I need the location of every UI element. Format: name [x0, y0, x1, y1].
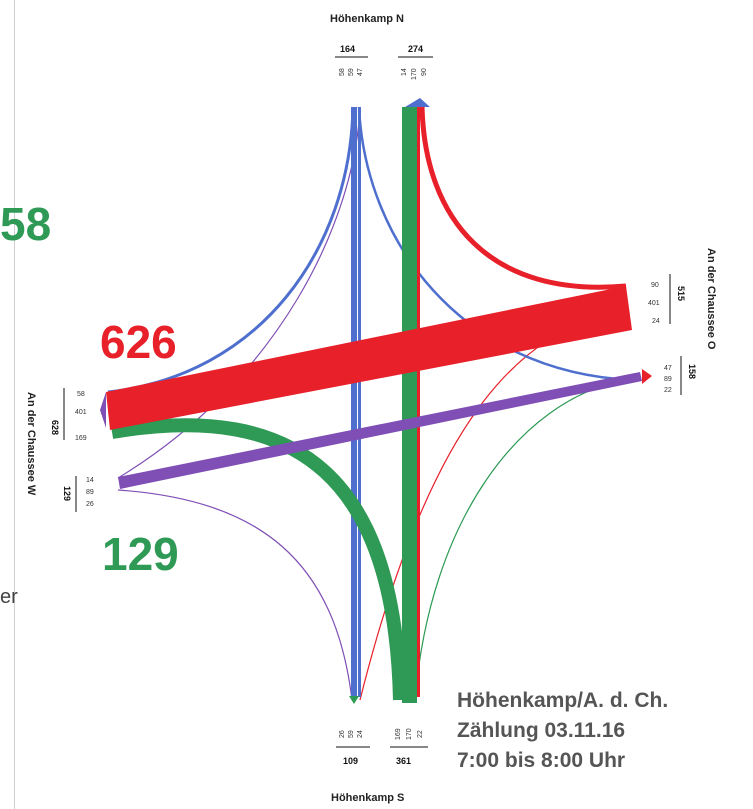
west-values: 58 401 169 628 14 89 26 129 [50, 388, 94, 512]
west-top-value-3: 169 [75, 435, 87, 442]
east-bottom-value-3: 22 [664, 387, 672, 394]
flow-bar-blue-vertical [351, 107, 357, 697]
north-left-value-3: 47 [357, 68, 364, 76]
flow-curve-green-big [110, 418, 407, 701]
east-total-top: 515 [676, 286, 686, 301]
north-left-values: 58 59 47 [339, 68, 364, 76]
south-left-value-3: 24 [357, 730, 364, 738]
flow-arrow-purple-east [642, 369, 652, 384]
info-count-date: Zählung 03.11.16 [457, 719, 626, 742]
west-top-value-2: 401 [75, 409, 87, 416]
road-label-north: Höhenkamp N [330, 13, 404, 25]
west-bottom-value-2: 89 [86, 489, 94, 496]
flow-arrow-blue-north [405, 98, 430, 107]
south-right-value-2: 170 [406, 728, 413, 740]
south-right-value-1: 169 [395, 728, 402, 740]
flow-band-purple [118, 372, 642, 489]
south-left-values: 26 59 24 [339, 730, 364, 738]
north-right-values: 14 170 90 [401, 68, 428, 80]
east-top-value-1: 90 [651, 282, 659, 289]
west-bottom-value-1: 14 [86, 477, 94, 484]
west-bottom-value-3: 26 [86, 501, 94, 508]
flow-bar-blue-vertical-2 [358, 107, 361, 697]
big-label-green-partial: 58 [0, 198, 51, 250]
north-total-right: 274 [408, 44, 423, 54]
flow-arrow-purple-west [100, 392, 106, 428]
flow-bar-green-vertical [402, 107, 417, 703]
east-top-value-3: 24 [652, 318, 660, 325]
page-divider [14, 0, 15, 809]
big-label-green: 129 [102, 528, 179, 580]
flow-bar-red-vertical-thin [417, 107, 420, 697]
east-bottom-value-1: 47 [664, 365, 672, 372]
flow-curve-purple-thin-2 [117, 489, 353, 701]
info-location: Höhenkamp/A. d. Ch. [457, 689, 669, 712]
flow-curve-blue-left [107, 106, 355, 394]
west-total-top: 628 [50, 420, 60, 435]
info-time-range: 7:00 bis 8:00 Uhr [457, 749, 626, 772]
north-left-value-2: 59 [348, 68, 355, 76]
info-block: Höhenkamp/A. d. Ch. Zählung 03.11.16 7:0… [457, 686, 668, 776]
big-label-red: 626 [100, 316, 177, 368]
east-bottom-value-2: 89 [664, 376, 672, 383]
cropped-text-left: er [0, 586, 18, 608]
south-left-value-2: 59 [348, 730, 355, 738]
flow-curve-green-thin [414, 379, 626, 701]
south-total-right: 361 [396, 756, 411, 766]
north-left-value-1: 58 [339, 68, 346, 76]
west-total-bottom: 129 [62, 486, 72, 501]
south-right-value-3: 22 [417, 730, 424, 738]
north-right-value-1: 14 [401, 68, 408, 76]
east-values: 90 401 24 515 47 89 22 158 [648, 274, 697, 395]
flow-curve-blue-right [357, 106, 633, 382]
road-label-south: Höhenkamp S [331, 792, 404, 804]
east-total-bottom: 158 [687, 364, 697, 379]
west-top-value-1: 58 [77, 391, 85, 398]
east-top-value-2: 401 [648, 300, 660, 307]
north-right-value-2: 170 [411, 68, 418, 80]
north-right-value-3: 90 [421, 68, 428, 76]
south-left-value-1: 26 [339, 730, 346, 738]
flow-arrow-green-south [349, 696, 359, 704]
road-label-west: An der Chaussee W [25, 392, 37, 496]
south-total-left: 109 [343, 756, 358, 766]
road-label-east: An der Chaussee O [705, 248, 717, 350]
south-right-values: 169 170 22 [395, 728, 424, 740]
north-total-left: 164 [340, 44, 355, 54]
flow-band-red-main [106, 286, 632, 430]
flow-curve-red-ne [419, 106, 627, 290]
